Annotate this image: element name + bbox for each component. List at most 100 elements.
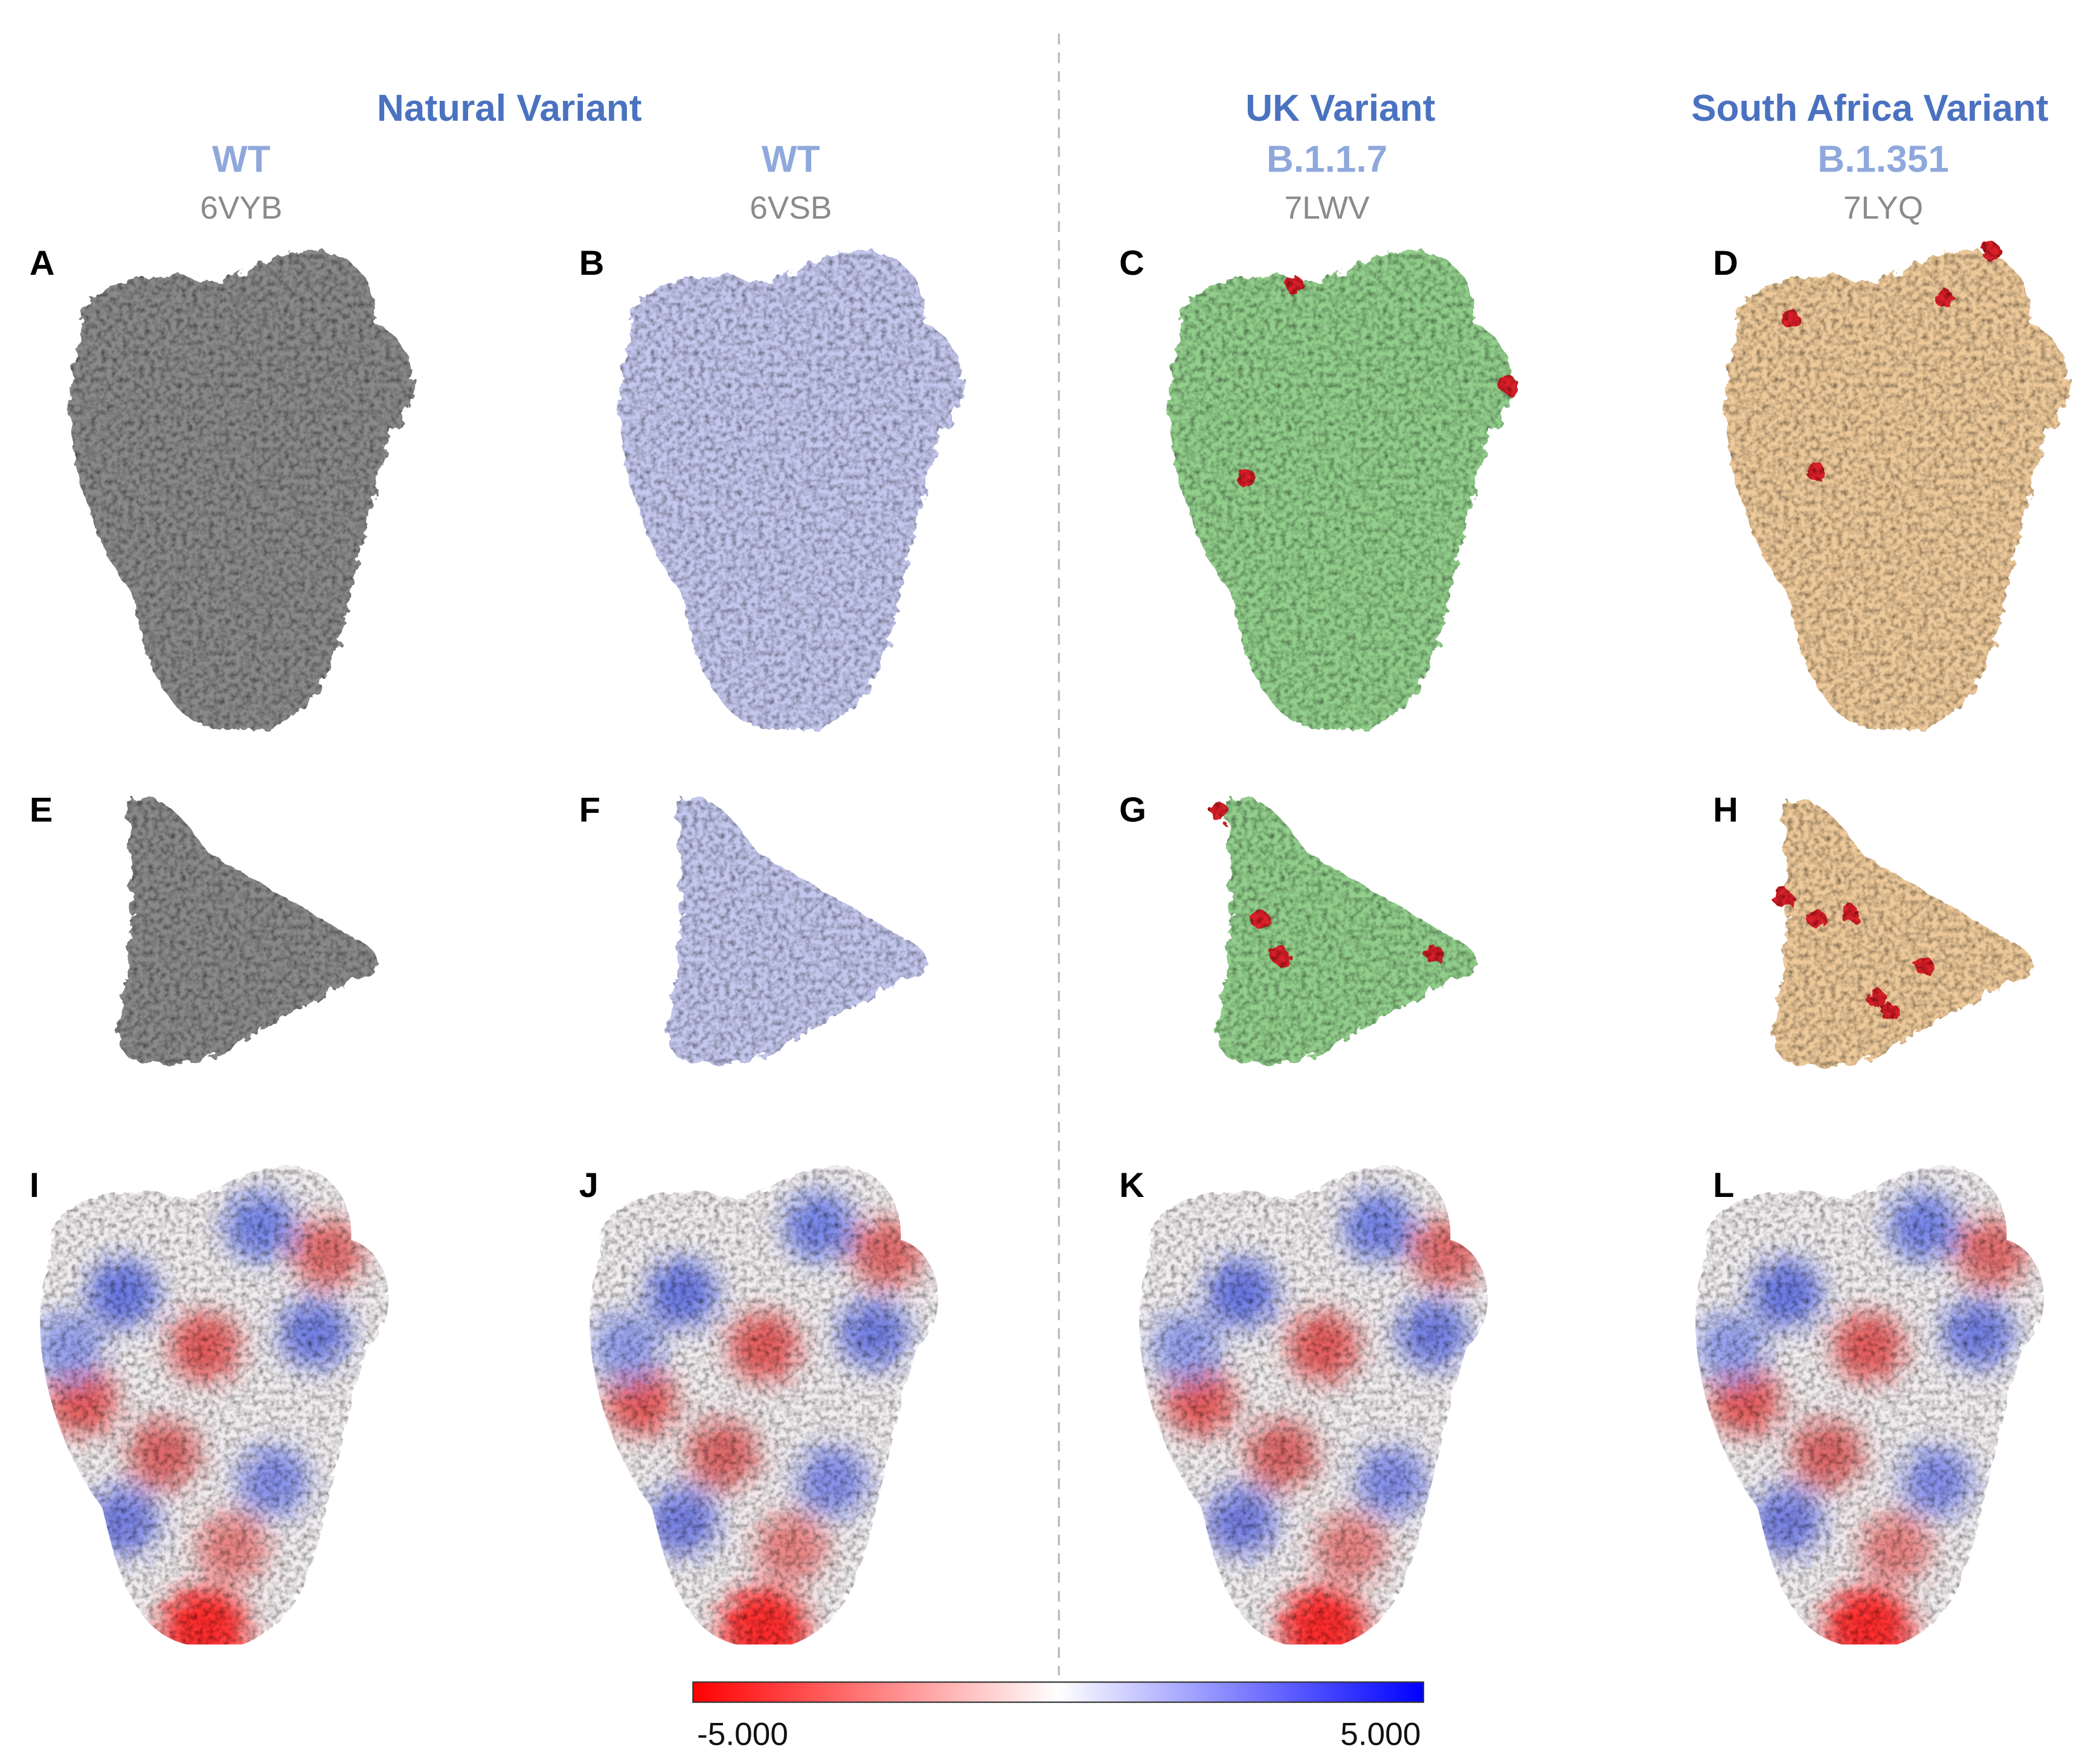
surface [1217, 797, 1476, 1065]
potential-blob [1287, 1312, 1359, 1382]
potential-map [589, 1165, 939, 1645]
mutation [1840, 905, 1860, 924]
surface [1169, 249, 1512, 730]
structures [40, 241, 2068, 1645]
colorbar-min: -5.000 [697, 1717, 788, 1753]
group-title: UK Variant [1245, 88, 1435, 129]
potential-blob [1860, 1513, 1932, 1583]
potential-blob [1342, 1192, 1414, 1262]
potential-blob [1750, 1259, 1822, 1329]
pdb-id: 6VSB [750, 190, 832, 226]
mutation [1250, 910, 1270, 929]
potential-blob [223, 1192, 295, 1262]
potential-blob [728, 1312, 800, 1382]
potential-blob [1315, 1513, 1386, 1583]
potential-blob [1709, 1365, 1781, 1436]
potential-blob [851, 1218, 923, 1288]
surface [70, 249, 413, 730]
mutation [1773, 888, 1793, 908]
panel-letter: F [579, 791, 600, 830]
surface [620, 249, 962, 730]
potential-blob [838, 1298, 909, 1369]
panel-letter: A [30, 244, 55, 283]
surface [1773, 799, 2032, 1068]
pdb-id: 7LYQ [1843, 190, 1923, 226]
mutation [1807, 908, 1826, 928]
panel-letter: D [1713, 244, 1738, 283]
potential-blob [40, 1312, 104, 1382]
potential-blob [1206, 1259, 1277, 1329]
surface [667, 797, 926, 1065]
surface [1726, 249, 2068, 730]
variant-name: B.1.1.7 [1267, 138, 1387, 180]
potential-blob [87, 1259, 159, 1329]
colorbar [692, 1681, 1424, 1703]
variant-name: WT [762, 138, 820, 180]
panel-letter: G [1119, 791, 1146, 830]
top-view [1773, 799, 2032, 1068]
variant-name: WT [212, 138, 271, 180]
top-view [1210, 797, 1476, 1065]
potential-blob [783, 1192, 855, 1262]
pdb-id: 7LWV [1285, 190, 1370, 226]
potential-blob [1279, 1585, 1367, 1645]
potential-blob [1410, 1218, 1482, 1288]
potential-blob [278, 1298, 350, 1369]
mutation [1934, 288, 1953, 307]
panel-letter: L [1713, 1166, 1734, 1205]
mutation [1780, 308, 1799, 327]
side-view [1726, 241, 2068, 730]
panel-letter: E [30, 791, 53, 830]
panel-letter: B [579, 244, 605, 283]
mutation [1498, 375, 1518, 394]
potential-blob [1206, 1486, 1277, 1556]
mutation [1284, 275, 1303, 294]
potential-blob [1246, 1419, 1318, 1489]
potential-map [40, 1165, 389, 1645]
side-view [70, 249, 413, 730]
panel-letter: H [1713, 791, 1738, 830]
potential-blob [1164, 1365, 1236, 1436]
side-view [1169, 249, 1518, 730]
potential-map [1695, 1165, 2044, 1645]
potential-blob [1887, 1192, 1959, 1262]
electrostatic-view [1139, 1165, 1488, 1645]
potential-blob [646, 1259, 718, 1329]
panel-letter: K [1119, 1166, 1145, 1205]
colorbar-max: 5.000 [1340, 1717, 1421, 1753]
potential-blob [1901, 1446, 1973, 1516]
potential-blob [720, 1585, 808, 1645]
potential-blob [591, 1312, 663, 1382]
potential-blob [1825, 1585, 1912, 1645]
potential-blob [1356, 1446, 1427, 1516]
potential-blob [1956, 1218, 2028, 1288]
potential-blob [1942, 1298, 2014, 1369]
potential-blob [1151, 1312, 1222, 1382]
potential-blob [292, 1218, 364, 1288]
group-title: Natural Variant [377, 88, 642, 129]
potential-blob [1750, 1486, 1822, 1556]
panel-letter: I [30, 1166, 39, 1205]
potential-map [1139, 1165, 1488, 1645]
pdb-id: 6VYB [200, 190, 282, 226]
potential-blobs [1151, 1192, 1482, 1645]
variant-name: B.1.351 [1817, 138, 1949, 180]
mutation [1210, 803, 1230, 822]
potential-blob [128, 1419, 200, 1489]
potential-blob [161, 1585, 249, 1645]
side-view [620, 249, 962, 730]
potential-blob [797, 1446, 868, 1516]
potential-blob [756, 1513, 827, 1583]
group-title: South Africa Variant [1691, 88, 2048, 129]
mutation [1914, 955, 1933, 975]
potential-blob [237, 1446, 309, 1516]
potential-blobs [1696, 1192, 2028, 1645]
potential-blob [1791, 1419, 1863, 1489]
mutation [1270, 946, 1290, 966]
electrostatic-view [1695, 1165, 2044, 1645]
mutation [1425, 945, 1444, 964]
potential-blob [687, 1419, 759, 1489]
mutation [1880, 1002, 1900, 1022]
potential-blob [646, 1486, 718, 1556]
mutation [1867, 989, 1886, 1009]
